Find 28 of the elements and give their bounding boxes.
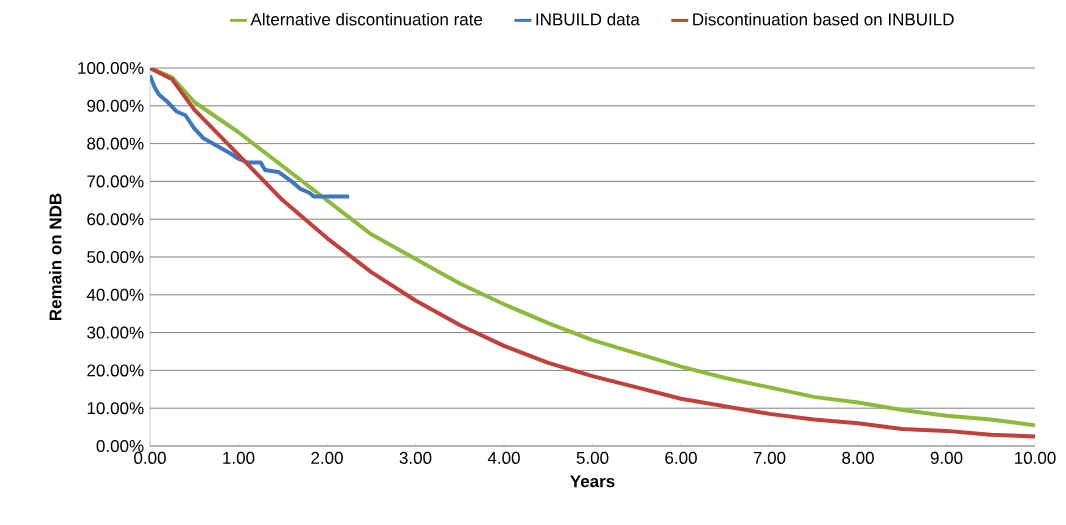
x-tick-label: 2.00 [311,451,343,464]
y-tick-label: 100.00% [78,61,144,75]
x-tick-label: 8.00 [842,451,874,464]
y-tick-label: 50.00% [87,250,144,264]
y-tick-label: 90.00% [87,99,144,112]
y-tick-label: 0.00% [96,439,144,453]
y-tick-label: 80.00% [87,137,144,150]
x-tick-label: 7.00 [753,451,786,464]
x-tick-label: 9.00 [930,451,963,464]
x-tick-label: 10.00 [1015,451,1056,464]
legend-label: Discontinuation based on INBUILD [693,12,954,26]
x-tick-label: 0.00 [134,451,166,464]
y-axis-title: Remain on NDB [49,193,62,321]
x-axis-title: Years [570,475,615,488]
line-series [150,73,352,199]
x-tick-label: 6.00 [665,451,697,464]
x-tick-label: 1.00 [223,451,255,464]
y-tick-label: 70.00% [87,175,144,188]
legend-label: INBUILD data [536,12,640,26]
y-tick-label: 10.00% [87,402,144,415]
legend-label: Alternative discontinuation rate [250,12,483,26]
y-tick-label: 30.00% [87,326,144,339]
y-tick-label: 40.00% [86,288,144,301]
x-tick-label: 4.00 [487,451,520,464]
y-tick-label: 20.00% [87,364,144,377]
y-tick-label: 60.00% [87,213,144,226]
x-tick-label: 5.00 [576,451,609,464]
x-tick-label: 3.00 [399,451,432,464]
